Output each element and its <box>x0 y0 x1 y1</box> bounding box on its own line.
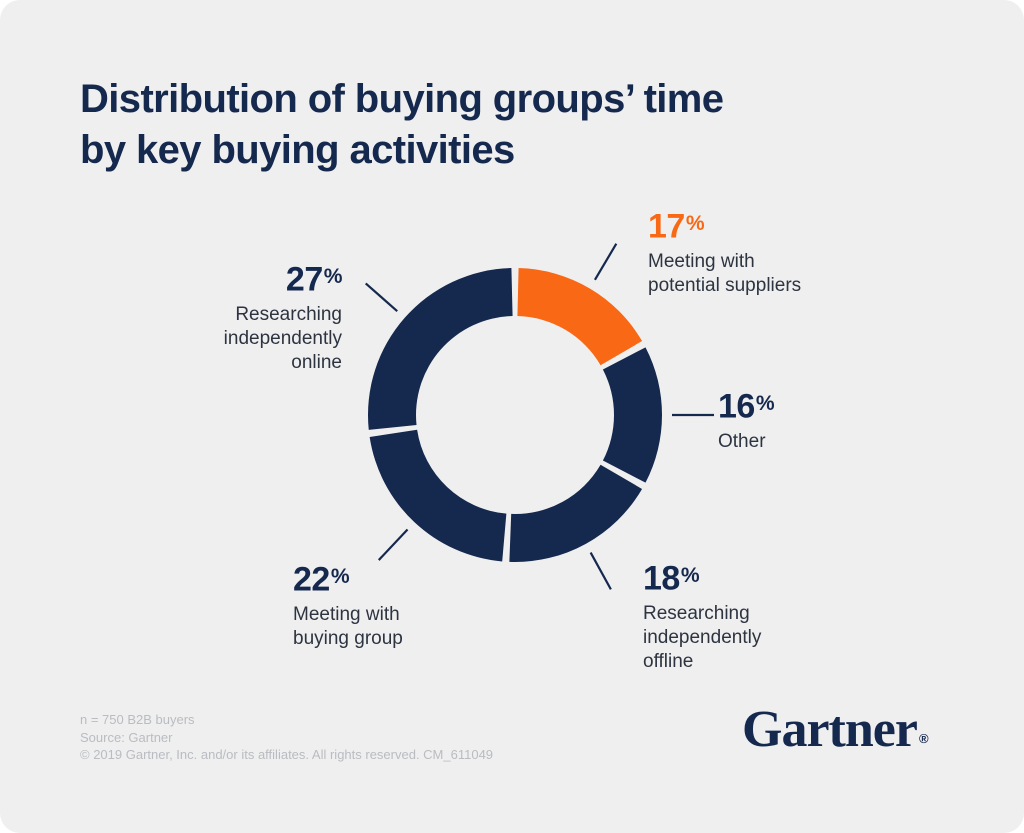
segment-label-researching-independently-offline: 18% Researching independently offline <box>643 557 761 674</box>
title-line-1: Distribution of buying groups’ time <box>80 77 724 121</box>
pct-value: 17 <box>648 207 685 246</box>
segment-desc: Meeting with buying group <box>293 604 403 650</box>
pct-value: 16 <box>718 387 755 426</box>
page-title: Distribution of buying groups’ time by k… <box>80 74 724 176</box>
segment-desc: Researching independently offline <box>643 603 762 673</box>
pct-unit: % <box>685 212 705 235</box>
leader-line-meeting-potential-suppliers <box>593 243 618 281</box>
footnote-copyright: © 2019 Gartner, Inc. and/or its affiliat… <box>80 747 494 762</box>
segment-label-meeting-buying-group: 22% Meeting with buying group <box>293 558 403 651</box>
segment-pct: 17% <box>648 205 801 245</box>
title-line-2: by key buying activities <box>80 128 515 172</box>
donut-segment-other <box>602 347 663 483</box>
segment-label-researching-independently-online: 27% Researching independently online <box>150 258 343 375</box>
gartner-logo: Gartner ® <box>742 700 929 759</box>
footnote-source: Source: Gartner <box>80 729 173 745</box>
segment-desc: Researching independently online <box>223 304 342 374</box>
pct-value: 18 <box>643 559 680 598</box>
donut-segment-meeting-potential-suppliers <box>517 268 643 366</box>
pct-unit: % <box>680 564 700 587</box>
gartner-logo-text: Gartner <box>742 701 918 758</box>
segment-pct: 22% <box>293 558 403 598</box>
pct-unit: % <box>755 392 775 415</box>
donut-segment-meeting-buying-group <box>369 429 507 562</box>
leader-line-researching-independently-offline <box>589 552 612 590</box>
footnote: n = 750 B2B buyers Source: Gartner © 201… <box>80 711 493 764</box>
segment-label-meeting-potential-suppliers: 17% Meeting with potential suppliers <box>648 205 801 298</box>
pct-unit: % <box>323 265 343 288</box>
donut-segment-researching-independently-offline <box>509 464 643 562</box>
pct-value: 27 <box>285 260 323 299</box>
registered-trademark-icon: ® <box>918 731 929 746</box>
pct-unit: % <box>330 565 350 588</box>
donut-segment-researching-independently-online <box>367 268 513 430</box>
pct-value: 22 <box>293 560 330 599</box>
segment-pct: 27% <box>150 258 343 299</box>
leader-line-meeting-buying-group <box>377 528 409 561</box>
segment-desc: Other <box>718 431 766 453</box>
segment-pct: 16% <box>718 385 775 426</box>
segment-label-other: 16% Other <box>718 385 775 454</box>
leader-line-researching-independently-online <box>365 282 398 312</box>
footnote-sample-size: n = 750 B2B buyers <box>80 712 195 727</box>
segment-desc: Meeting with potential suppliers <box>648 251 802 297</box>
segment-pct: 18% <box>643 557 761 597</box>
